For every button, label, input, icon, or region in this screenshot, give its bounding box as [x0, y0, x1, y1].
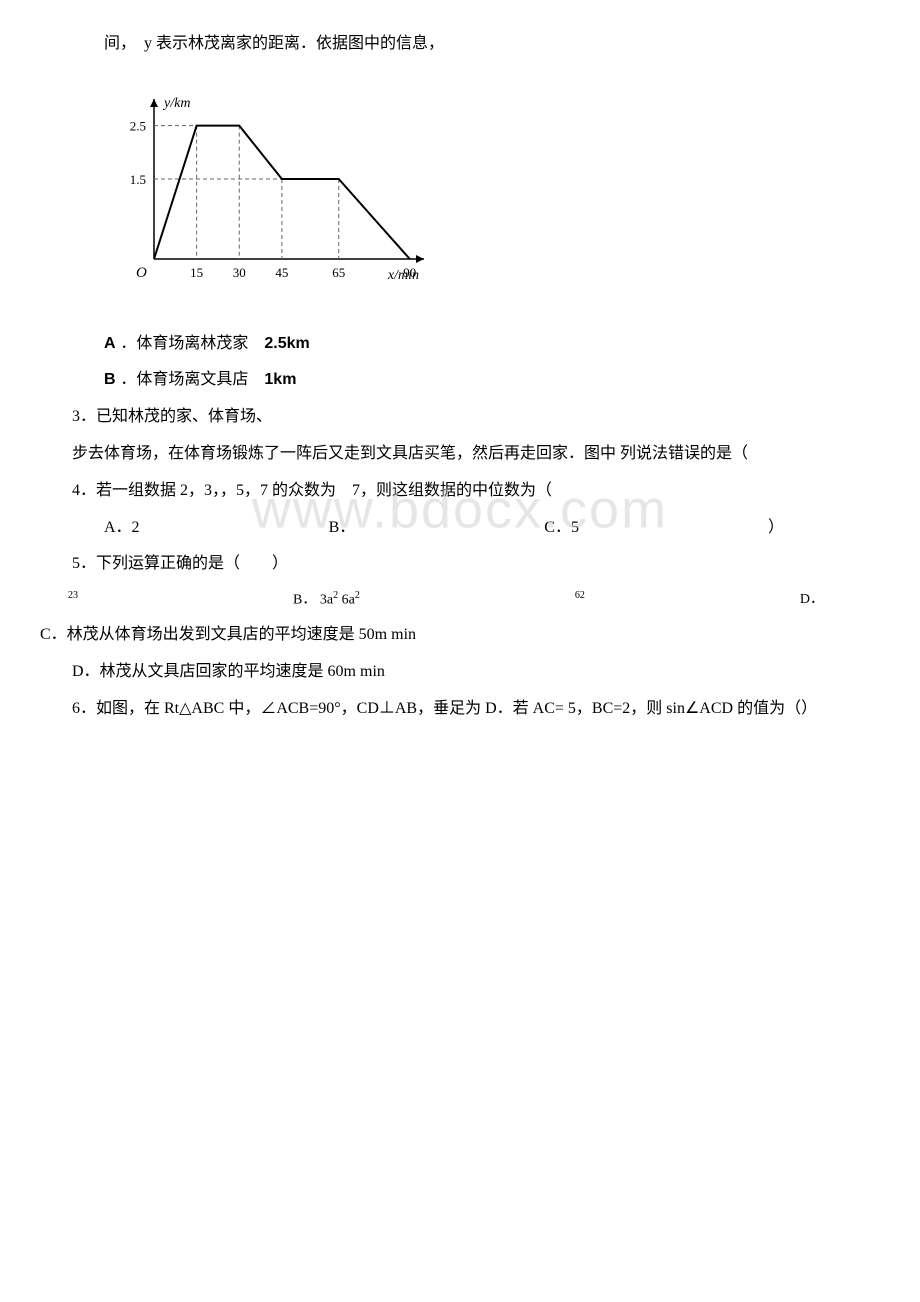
svg-text:65: 65 [332, 265, 345, 280]
option-b-value: 1km [264, 366, 296, 395]
svg-text:90: 90 [403, 265, 416, 280]
option-a-label: A [104, 330, 116, 359]
q5-b-sup1: 2 [333, 590, 338, 601]
option-a-text: ．体育场离林茂家 [120, 330, 248, 359]
q3-cont-text: 步去体育场，在体育场锻炼了一阵后又走到文具店买笔，然后再走回家．图中 列说法错误… [72, 445, 748, 462]
svg-text:30: 30 [233, 265, 246, 280]
q4-text: 4．若一组数据 2，3，，5，7 的众数为 7，则这组数据的中位数为（ [72, 482, 552, 499]
option-b-row: B ．体育场离文具店 1km [40, 366, 880, 395]
svg-text:2.5: 2.5 [130, 118, 146, 133]
svg-text:1.5: 1.5 [130, 172, 146, 187]
option-d-full-line: D．林茂从文具店回家的平均速度是 60m min [40, 658, 880, 687]
intro-text: 间， y 表示林茂离家的距离．依据图中的信息， [40, 30, 880, 59]
q4-options-row: A．2 B． C．5 ） [40, 514, 880, 543]
option-d-full-text: D．林茂从文具店回家的平均速度是 60m min [72, 663, 385, 680]
q5-option-c: 62 [575, 587, 585, 613]
q3-line: 3．已知林茂的家、体育场、 [40, 403, 880, 432]
option-a-value: 2.5km [264, 330, 309, 359]
distance-chart: y/kmx/minO15304565901.52.5 [104, 79, 880, 310]
q3-text: 3．已知林茂的家、体育场、 [72, 408, 272, 425]
svg-text:y/km: y/km [162, 96, 190, 111]
q5-b-right: 6a [342, 593, 355, 608]
q4-option-c: C．5 [544, 514, 579, 543]
option-c-full-line: C．林茂从体育场出发到文具店的平均速度是 50m min [40, 621, 880, 650]
option-c-full-text: C．林茂从体育场出发到文具店的平均速度是 50m min [40, 626, 416, 643]
q5-b-sup2: 2 [355, 590, 360, 601]
q5-text: 5．下列运算正确的是（ ） [72, 555, 288, 572]
q5-c-sup: 62 [575, 590, 585, 601]
q5-option-b: B． 3a2 6a2 [293, 587, 360, 613]
q4-option-a: A．2 [104, 514, 140, 543]
q4-line: 4．若一组数据 2，3，，5，7 的众数为 7，则这组数据的中位数为（ [40, 477, 880, 506]
svg-text:O: O [136, 265, 147, 281]
q6-text: 6．如图，在 Rt△ABC 中，∠ACB=90°，CD⊥AB，垂足为 D．若 A… [72, 700, 817, 717]
q4-option-b: B． [329, 514, 356, 543]
q4-close-paren: ） [768, 514, 784, 543]
q5-option-a: 23 [68, 587, 78, 613]
q5-b-label: B． [293, 593, 316, 608]
intro-text-content: 间， y 表示林茂离家的距离．依据图中的信息， [104, 35, 444, 52]
q5-b-left: 3a [320, 593, 333, 608]
option-a-row: A ．体育场离林茂家 2.5km [40, 330, 880, 359]
q5-options-row: 23 B． 3a2 6a2 62 D． [40, 587, 880, 613]
watermark: www.bdocx.com [252, 461, 668, 558]
chart-svg: y/kmx/minO15304565901.52.5 [104, 79, 444, 299]
q5-option-d: D． [800, 587, 824, 613]
q5-a-sup: 23 [68, 590, 78, 601]
option-b-text: ．体育场离文具店 [120, 366, 248, 395]
q5-line: 5．下列运算正确的是（ ） [40, 550, 880, 579]
svg-text:15: 15 [190, 265, 203, 280]
q6-line: 6．如图，在 Rt△ABC 中，∠ACB=90°，CD⊥AB，垂足为 D．若 A… [40, 695, 880, 724]
q3-cont-line: 步去体育场，在体育场锻炼了一阵后又走到文具店买笔，然后再走回家．图中 列说法错误… [40, 440, 880, 469]
svg-text:45: 45 [275, 265, 288, 280]
option-b-label: B [104, 366, 116, 395]
